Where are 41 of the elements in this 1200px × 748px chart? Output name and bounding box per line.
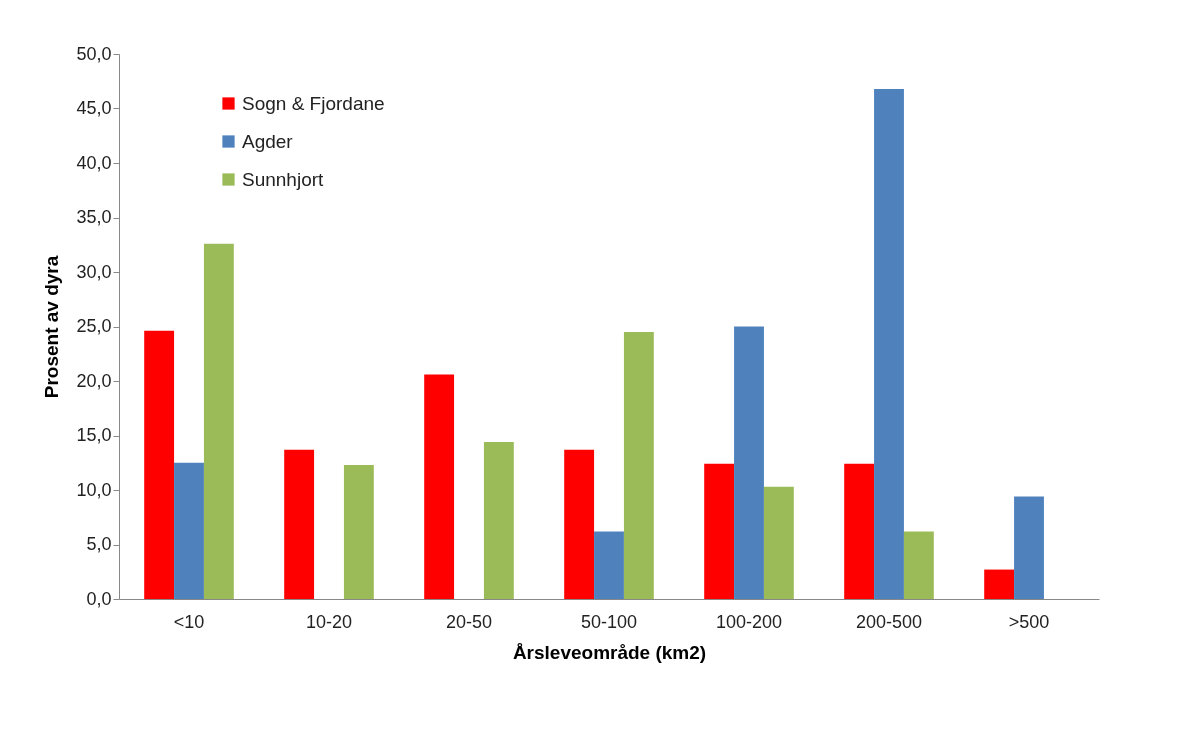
x-tick-label: 200-500	[855, 611, 923, 632]
bar	[424, 374, 455, 599]
y-tick-label: 20,0	[76, 370, 112, 391]
x-tick-label: <10	[173, 611, 205, 632]
bar	[284, 449, 315, 599]
x-tick-label: 50-100	[580, 611, 638, 632]
bar	[203, 243, 234, 599]
bar	[844, 463, 875, 599]
y-tick-label: 30,0	[76, 261, 112, 282]
legend-label: Sunnhjort	[242, 168, 325, 190]
y-tick-label: 50,0	[76, 43, 112, 64]
y-tick-label: 0,0	[86, 588, 112, 609]
bar	[704, 463, 735, 599]
y-tick-label: 45,0	[76, 98, 112, 118]
legend-label: Agder	[242, 130, 294, 152]
legend-label: Sogn & Fjordane	[242, 92, 385, 114]
bar	[174, 462, 204, 599]
y-tick-label: 5,0	[86, 534, 112, 554]
bar	[483, 442, 514, 599]
x-tick-label: 100-200	[715, 611, 783, 632]
y-tick-label: 15,0	[76, 425, 112, 445]
y-tick-label: 40,0	[76, 152, 112, 173]
bar	[903, 531, 934, 599]
y-axis-title: Prosent av dyra	[41, 255, 63, 399]
bar	[763, 486, 794, 599]
bar	[623, 331, 654, 599]
bar	[984, 569, 1015, 599]
y-tick-label: 10,0	[76, 479, 112, 500]
bar	[734, 326, 764, 599]
bar	[564, 449, 595, 599]
bar	[1014, 496, 1044, 599]
bar	[343, 464, 374, 599]
x-axis-title: Årsleveområde (km2)	[512, 641, 707, 663]
bar	[874, 88, 904, 599]
bar	[144, 330, 175, 599]
y-tick-label: 35,0	[76, 207, 112, 227]
x-tick-label: 10-20	[305, 611, 353, 632]
x-tick-label: 20-50	[445, 611, 493, 632]
y-tick-label: 25,0	[76, 316, 112, 336]
x-tick-label: >500	[1008, 611, 1050, 632]
bar	[594, 531, 624, 599]
